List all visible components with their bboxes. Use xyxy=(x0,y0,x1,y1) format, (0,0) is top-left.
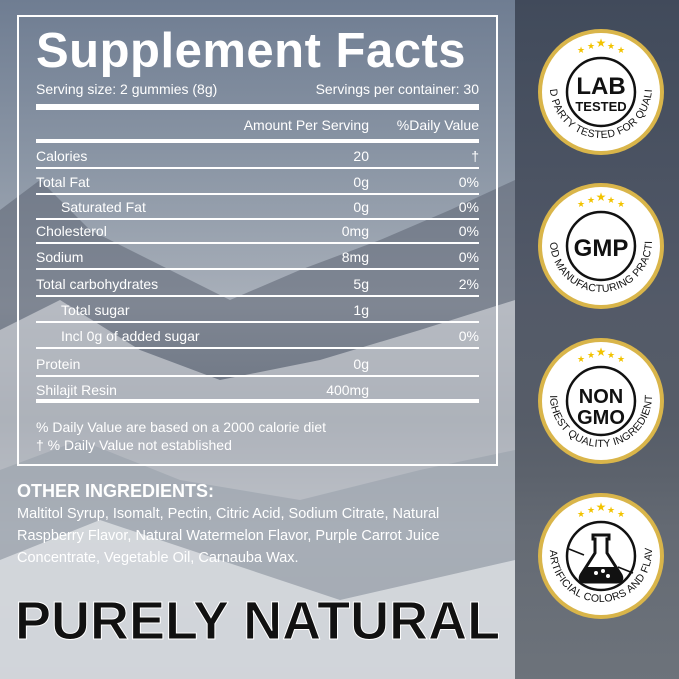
svg-text:★: ★ xyxy=(617,199,625,209)
panel-title: Supplement Facts xyxy=(36,24,467,78)
facts-row: Sodium 8mg 0% xyxy=(36,244,479,270)
nutrient-dv: 0% xyxy=(458,249,479,265)
svg-text:★: ★ xyxy=(587,41,595,51)
svg-text:★: ★ xyxy=(587,505,595,515)
divider xyxy=(36,104,479,110)
badge: ★★★★★ NO ARTIFICIAL COLORS AND FLAVOR xyxy=(536,491,664,619)
nutrient-name: Shilajit Resin xyxy=(36,382,117,398)
nutrient-amount: 8mg xyxy=(341,249,369,265)
facts-row: Calories 20 † xyxy=(36,143,479,169)
nutrient-name: Sodium xyxy=(36,249,84,265)
facts-row: Shilajit Resin 400mg xyxy=(36,377,479,403)
svg-text:★: ★ xyxy=(596,36,607,50)
other-ingredients: OTHER INGREDIENTS: Maltitol Syrup, Isoma… xyxy=(17,481,497,569)
stars-icon: ★ ★ ★ ★ ★ xyxy=(577,190,625,209)
footnote: % Daily Value are based on a 2000 calori… xyxy=(36,419,327,435)
nutrient-dv: 0% xyxy=(458,174,479,190)
badge: ★★★★★ 3RD PARTY TESTED FOR QUALITYLABTES… xyxy=(536,27,664,155)
slogan: PURELY NATURAL xyxy=(14,591,501,652)
svg-text:★: ★ xyxy=(607,505,615,515)
nutrient-amount: 0mg xyxy=(341,223,369,239)
nutrient-name: Protein xyxy=(36,356,81,372)
flask-icon xyxy=(568,533,634,584)
svg-text:★: ★ xyxy=(596,190,607,204)
svg-text:★: ★ xyxy=(607,350,615,360)
divider xyxy=(36,139,479,143)
svg-text:★: ★ xyxy=(587,195,595,205)
header-dv: %Daily Value xyxy=(396,117,479,133)
badge-center-text: GMO xyxy=(577,407,625,429)
facts-row: Total Fat 0g 0% xyxy=(36,169,479,195)
nutrient-amount: 20 xyxy=(353,148,369,164)
other-ingredients-text: Maltitol Syrup, Isomalt, Pectin, Citric … xyxy=(17,506,440,566)
svg-text:★: ★ xyxy=(607,41,615,51)
facts-row: Incl 0g of added sugar 0% xyxy=(36,323,479,349)
nutrient-amount: 0g xyxy=(353,199,369,215)
svg-text:★: ★ xyxy=(596,500,607,514)
header-amount: Amount Per Serving xyxy=(243,117,369,133)
nutrient-dv: 0% xyxy=(458,223,479,239)
nutrient-amount: 0g xyxy=(353,356,369,372)
facts-row: Total sugar 1g xyxy=(36,297,479,323)
stars-icon: ★ ★ ★ ★ ★ xyxy=(577,36,625,55)
nutrient-amount: 400mg xyxy=(326,382,369,398)
badge-center-text: GMP xyxy=(574,235,629,262)
badge: ★★★★★ HIGHEST QUALITY INGREDIENTSNONGMO xyxy=(536,336,664,464)
nutrient-dv: 0% xyxy=(458,328,479,344)
servings-per-container: Servings per container: 30 xyxy=(315,81,479,97)
badge-center-text: TESTED xyxy=(575,99,626,114)
badge-center-text: LAB xyxy=(576,73,625,100)
svg-text:★: ★ xyxy=(577,509,585,519)
badge: ★★★★★ GOOD MANUFACTURING PRACTICEGMP xyxy=(536,181,664,309)
nutrient-name: Total Fat xyxy=(36,174,90,190)
footnote: † % Daily Value not established xyxy=(36,437,232,453)
facts-row: Saturated Fat 0g 0% xyxy=(36,194,479,220)
facts-row: Cholesterol 0mg 0% xyxy=(36,218,479,244)
stars-icon: ★ ★ ★ ★ ★ xyxy=(577,500,625,519)
nutrient-dv: 2% xyxy=(458,276,479,292)
svg-text:★: ★ xyxy=(607,195,615,205)
svg-text:★: ★ xyxy=(577,45,585,55)
svg-text:★: ★ xyxy=(617,45,625,55)
nutrient-name: Incl 0g of added sugar xyxy=(61,328,200,344)
svg-text:★: ★ xyxy=(577,354,585,364)
nutrient-dv: † xyxy=(471,148,479,164)
svg-text:★: ★ xyxy=(617,509,625,519)
nutrient-dv: 0% xyxy=(458,199,479,215)
nutrient-name: Calories xyxy=(36,148,88,164)
nutrient-amount: 0g xyxy=(353,174,369,190)
svg-text:★: ★ xyxy=(587,350,595,360)
supplement-facts-panel: Supplement Facts Serving size: 2 gummies… xyxy=(17,15,498,466)
svg-text:★: ★ xyxy=(596,345,607,359)
facts-row: Total carbohydrates 5g 2% xyxy=(36,271,479,297)
nutrient-name: Saturated Fat xyxy=(61,199,146,215)
svg-text:★: ★ xyxy=(577,199,585,209)
nutrient-name: Total sugar xyxy=(61,302,130,318)
nutrient-amount: 1g xyxy=(353,302,369,318)
nutrient-name: Cholesterol xyxy=(36,223,107,239)
other-ingredients-heading: OTHER INGREDIENTS: xyxy=(17,481,215,501)
nutrient-amount: 5g xyxy=(353,276,369,292)
svg-text:★: ★ xyxy=(617,354,625,364)
badge-center-text: NON xyxy=(579,386,623,408)
facts-row: Protein 0g xyxy=(36,351,479,377)
stars-icon: ★ ★ ★ ★ ★ xyxy=(577,345,625,364)
nutrient-name: Total carbohydrates xyxy=(36,276,159,292)
serving-size: Serving size: 2 gummies (8g) xyxy=(36,81,218,97)
